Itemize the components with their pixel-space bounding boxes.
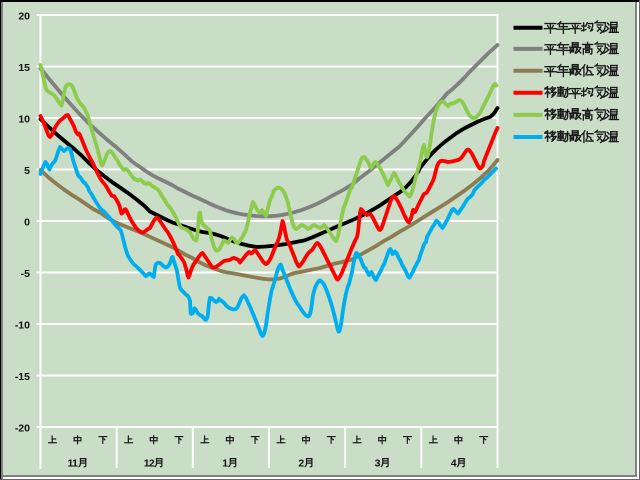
svg-text:-15: -15 xyxy=(15,371,30,383)
svg-text:0: 0 xyxy=(24,217,30,229)
svg-text:2: 2 xyxy=(298,458,304,470)
svg-text:4: 4 xyxy=(451,458,457,470)
svg-text:11: 11 xyxy=(68,458,79,470)
svg-text:-10: -10 xyxy=(15,320,30,332)
svg-text:12: 12 xyxy=(144,458,155,470)
svg-text:15: 15 xyxy=(18,62,30,74)
svg-text:-20: -20 xyxy=(15,423,30,435)
svg-text:20: 20 xyxy=(18,11,30,23)
svg-text:10: 10 xyxy=(18,114,30,126)
svg-text:3: 3 xyxy=(375,458,381,470)
svg-text:-5: -5 xyxy=(21,268,30,280)
svg-text:5: 5 xyxy=(24,165,30,177)
svg-text:1: 1 xyxy=(222,458,228,470)
